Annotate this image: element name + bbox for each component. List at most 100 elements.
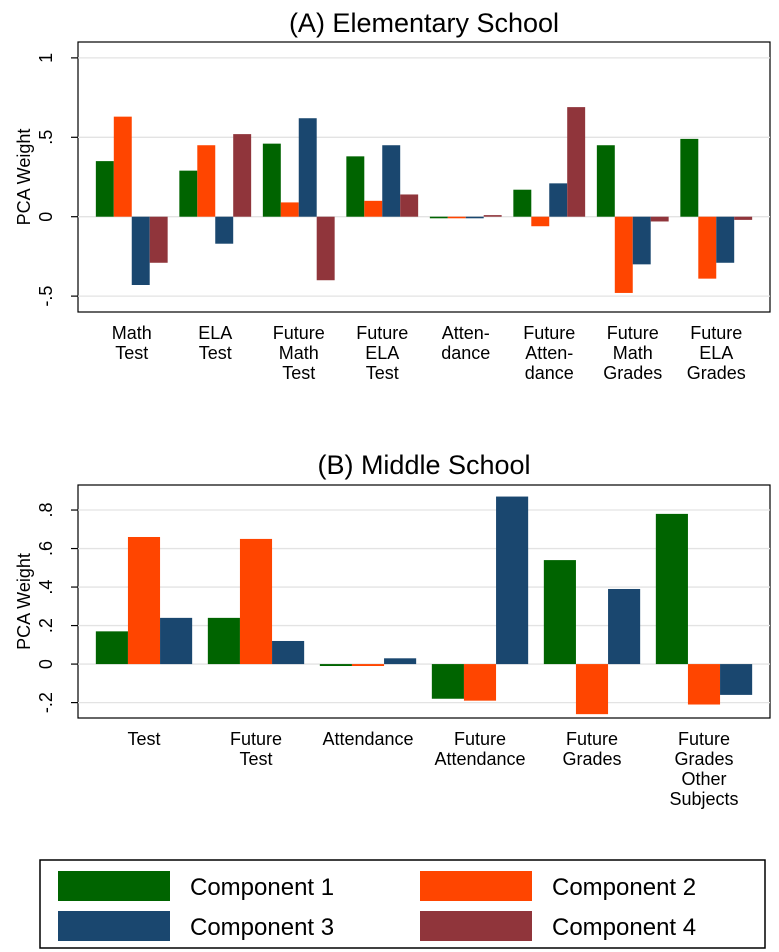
panel-a-category-label: Future: [523, 323, 575, 343]
panel-a-category-label: Test: [366, 363, 399, 383]
panel-a-category-label: Test: [115, 343, 148, 363]
panel-b-ylabel: PCA Weight: [14, 553, 34, 650]
panel-b-bar: [575, 664, 609, 715]
panel-a-bar: [346, 156, 365, 217]
panel-a-category-label: dance: [525, 363, 574, 383]
panel-b-bar: [127, 536, 161, 665]
panel-a-bar: [531, 216, 550, 227]
panel-b-category-label: Grades: [674, 749, 733, 769]
panel-b-ytick-label: .8: [36, 503, 56, 518]
panel-a-category-label: Test: [282, 363, 315, 383]
panel-a-bar: [716, 216, 735, 263]
panel-a-category-label: Math: [112, 323, 152, 343]
panel-b-bar: [160, 617, 193, 665]
panel-a-bar: [131, 216, 150, 285]
panel-a-category-label: Grades: [687, 363, 746, 383]
panel-a-category-label: Atten-: [525, 343, 573, 363]
panel-a-bar: [364, 200, 383, 217]
panel-a-bar: [614, 216, 633, 293]
panel-b-title: (B) Middle School: [317, 450, 530, 480]
panel-b-ytick-label: .2: [36, 618, 56, 633]
panel-b-bar: [655, 513, 688, 665]
legend-label-3: Component 3: [190, 914, 334, 941]
panel-b-category-label: Future: [566, 729, 618, 749]
legend-label-2: Component 2: [552, 874, 696, 901]
panel-a-category-label: dance: [441, 343, 490, 363]
panel-a-bar: [280, 202, 299, 217]
panel-b-ytick-label: -.2: [36, 692, 56, 713]
panel-b-category-label: Grades: [562, 749, 621, 769]
panel-b-bar: [431, 664, 464, 699]
panel-a-category-label: ELA: [365, 343, 399, 363]
panel-a-bar: [680, 138, 699, 217]
legend-swatch-2: [420, 871, 532, 901]
panel-b-ytick-label: 0: [36, 659, 56, 669]
panel-a-category-label: Future: [273, 323, 325, 343]
panel-a-category-label: ELA: [198, 323, 232, 343]
legend-label-1: Component 1: [190, 874, 334, 901]
panel-b-bar: [384, 658, 417, 665]
panel-b-bar: [272, 640, 305, 665]
panel-b-category-label: Test: [127, 729, 160, 749]
legend-swatch-1: [58, 871, 170, 901]
panel-b-category-label: Subjects: [669, 789, 738, 809]
panel-a-ytick-label: -.5: [36, 286, 56, 307]
panel-a-category-label: Test: [199, 343, 232, 363]
panel-b-bar: [463, 664, 497, 701]
panel-elementary-school: (A) Elementary School PCA Weight 1 .5 0 -.5…: [14, 8, 771, 383]
panel-a-category-label: Math: [613, 343, 653, 363]
panel-b-ytick-label: .4: [36, 580, 56, 595]
panel-b-category-label: Future: [678, 729, 730, 749]
panel-a-category-label: Atten-: [442, 323, 490, 343]
panel-a-bar: [465, 216, 484, 219]
panel-b-bar: [496, 496, 529, 665]
panel-b-category-label: Future: [230, 729, 282, 749]
panel-a-bar: [95, 161, 114, 217]
legend-label-4: Component 4: [552, 914, 696, 941]
panel-b-category-label: Attendance: [322, 729, 413, 749]
panel-b-bar: [95, 631, 128, 665]
panel-a-bar: [632, 216, 651, 265]
panel-middle-school: (B) Middle School PCA Weight .8 .6 .4 .2 0 -.…: [14, 450, 771, 809]
panel-a-category-label: Future: [690, 323, 742, 343]
panel-b-category-label: Attendance: [434, 749, 525, 769]
panel-a-ytick-label: 0: [36, 212, 56, 222]
panel-a-category-label: Math: [279, 343, 319, 363]
panel-b-bar: [239, 538, 273, 665]
panel-b-bar: [351, 664, 385, 667]
panel-b-bar: [608, 588, 641, 665]
panel-a-bar: [113, 116, 132, 217]
panel-a-bar: [549, 183, 568, 217]
panel-a-bar: [698, 216, 717, 279]
panel-a-bar: [567, 107, 586, 217]
panel-b-bar: [319, 664, 352, 667]
legend-swatch-3: [58, 911, 170, 941]
panel-a-bar: [298, 118, 317, 217]
panel-a-bar: [382, 145, 401, 217]
legend-swatch-4: [420, 911, 532, 941]
panel-a-bar: [179, 170, 198, 217]
panel-a-category-label: Future: [607, 323, 659, 343]
panel-a-bar: [483, 215, 502, 217]
panel-a-bar: [429, 216, 448, 219]
panel-a-bar: [513, 189, 532, 217]
legend: Component 1 Component 2 Component 3 Comp…: [39, 859, 766, 949]
panel-a-bar: [400, 194, 419, 217]
panel-a-bar: [650, 216, 669, 222]
panel-a-bar: [149, 216, 168, 263]
panel-a-bar: [197, 145, 216, 217]
panel-a-bar: [262, 143, 281, 217]
panel-a-bar: [215, 216, 234, 244]
panel-a-category-label: Grades: [603, 363, 662, 383]
panel-a-category-label: ELA: [699, 343, 733, 363]
panel-a-ylabel: PCA Weight: [14, 129, 34, 226]
panel-b-category-label: Other: [681, 769, 726, 789]
panel-a-ytick-label: 1: [36, 53, 56, 63]
panel-b-bar: [687, 664, 721, 705]
panel-a-bar: [316, 216, 335, 281]
panel-b-bar: [207, 617, 240, 665]
panel-a-bar: [734, 216, 753, 220]
panel-b-category-label: Future: [454, 729, 506, 749]
panel-a-bar: [233, 134, 252, 217]
